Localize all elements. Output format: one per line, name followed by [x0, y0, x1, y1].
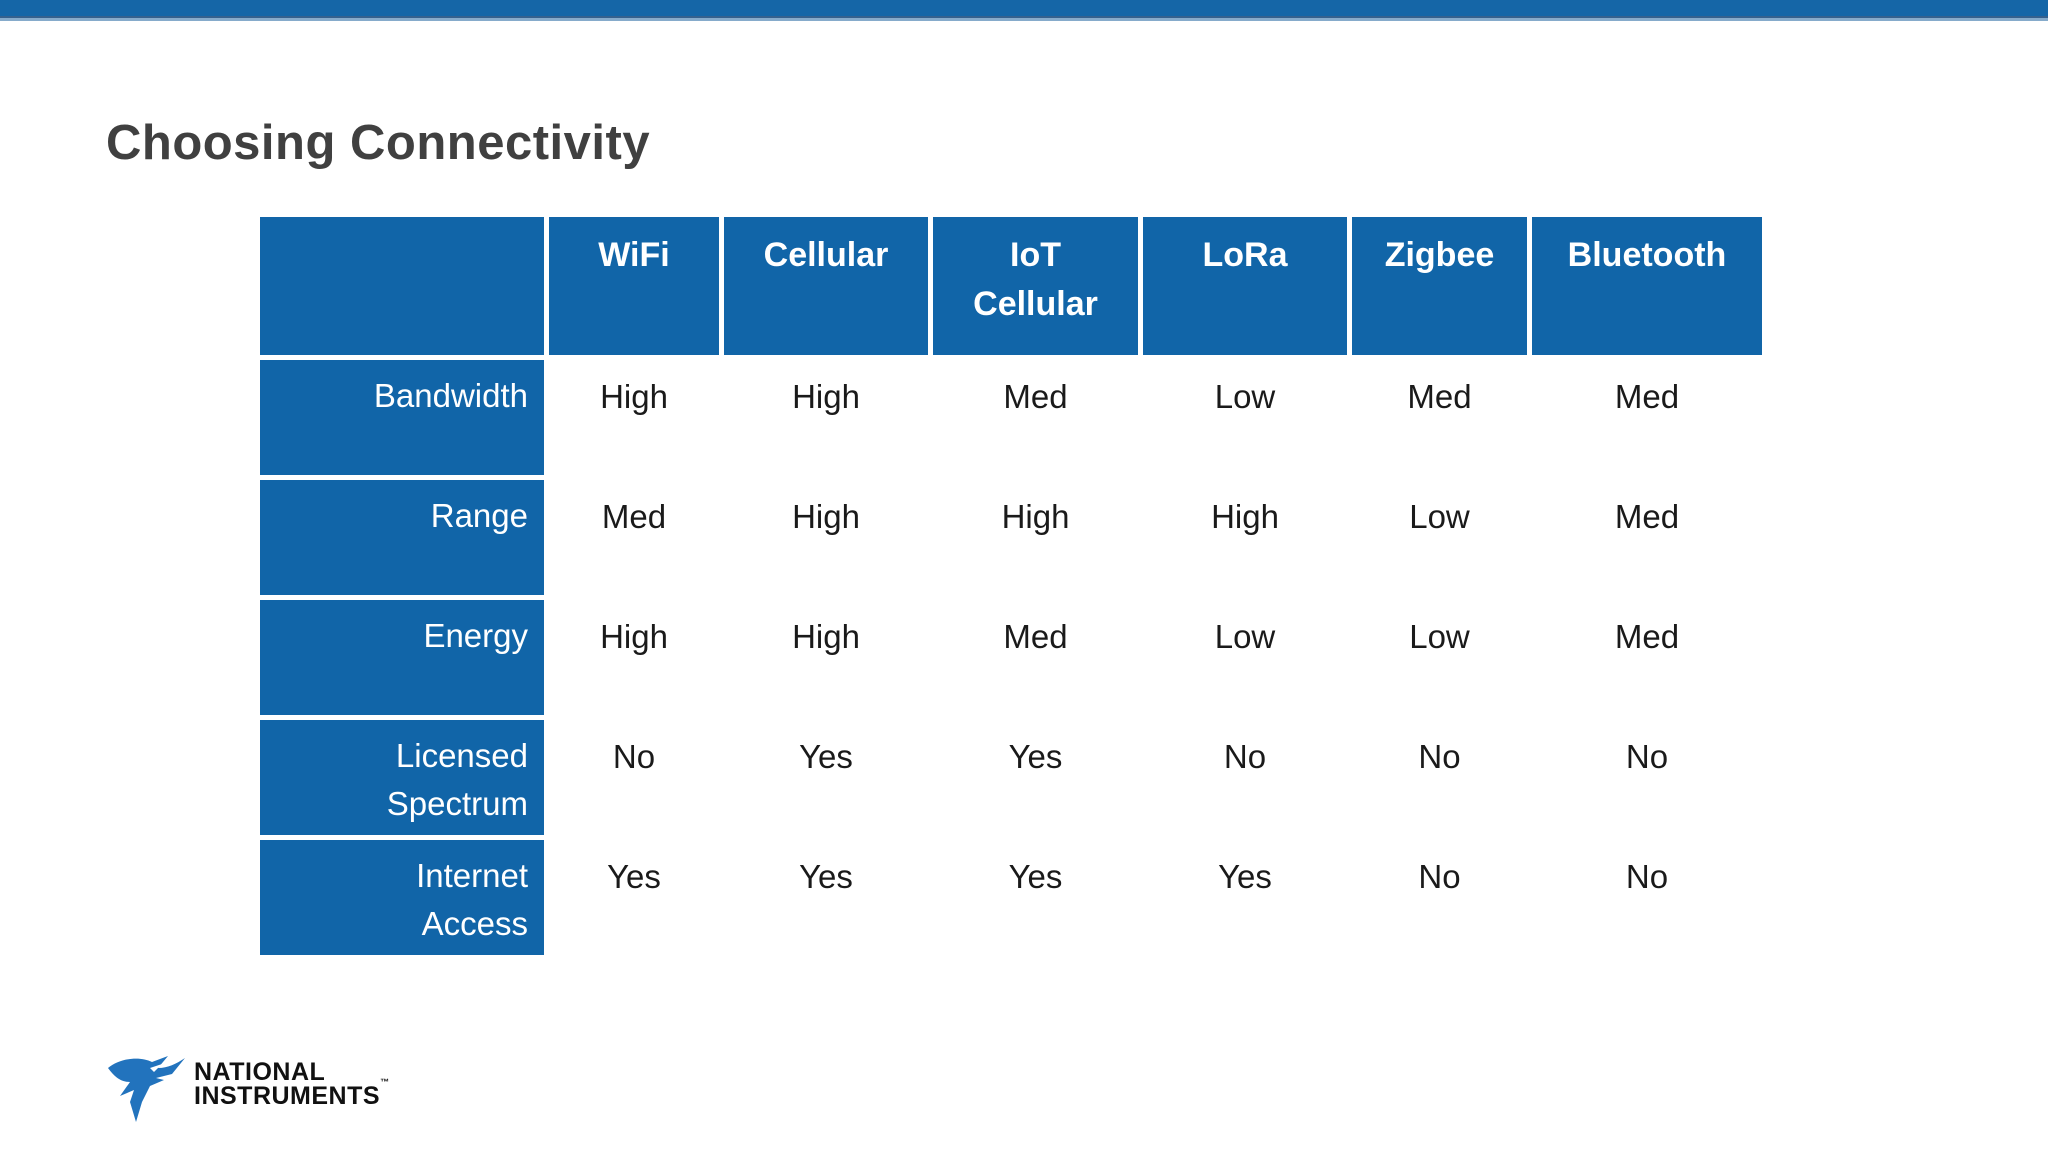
table-cell: No: [1223, 738, 1267, 775]
row-header: Bandwidth: [260, 360, 544, 475]
trademark-symbol: ™: [380, 1077, 390, 1087]
column-header: Cellular: [724, 217, 928, 355]
table-cell: Low: [1214, 378, 1276, 415]
row-header: Internet Access: [260, 840, 544, 955]
table-cell: Yes: [1008, 858, 1063, 895]
national-instruments-logo: NATIONAL INSTRUMENTS™: [106, 1056, 390, 1122]
row-header: Energy: [260, 600, 544, 715]
ni-eagle-icon: [108, 1056, 185, 1122]
table-cell: High: [600, 618, 668, 655]
ni-logo-line1: NATIONAL: [194, 1058, 326, 1086]
table-cell: High: [1001, 498, 1070, 535]
table-corner-cell: [260, 217, 544, 355]
table-cell: Yes: [1218, 858, 1272, 895]
table-cell: High: [792, 378, 860, 415]
table-cell: No: [612, 738, 656, 775]
column-header: Zigbee: [1352, 217, 1527, 355]
column-header: Bluetooth: [1532, 217, 1762, 355]
table-cell: High: [792, 498, 860, 535]
table-cell: Med: [1003, 378, 1068, 415]
table-cell: Low: [1409, 498, 1470, 535]
table-cell: Yes: [607, 858, 661, 895]
ni-logo-text: NATIONAL INSTRUMENTS™: [194, 1056, 390, 1110]
table-cell: High: [792, 618, 860, 655]
connectivity-comparison-table: WiFi Cellular IoT Cellular LoRa Zigbee Blueto…: [260, 217, 1762, 955]
table-cell: Low: [1214, 618, 1276, 655]
top-accent-bar: [0, 0, 2048, 18]
table-cell: No: [1625, 858, 1669, 895]
table-cell: Med: [601, 498, 667, 535]
column-header: IoT Cellular: [933, 217, 1138, 355]
table-cell: No: [1418, 738, 1461, 775]
table-cell: Yes: [799, 858, 853, 895]
row-header: Licensed Spectrum: [260, 720, 544, 835]
table-cell: Med: [1003, 618, 1068, 655]
table-cell: Yes: [1008, 738, 1063, 775]
table-cell: Med: [1407, 378, 1472, 415]
page-title: Choosing Connectivity: [106, 115, 651, 170]
table-cell: No: [1625, 738, 1669, 775]
table-cell: Yes: [799, 738, 853, 775]
row-header: Range: [260, 480, 544, 595]
table-cell: High: [1211, 498, 1279, 535]
column-header: WiFi: [549, 217, 719, 355]
table-cell: Med: [1614, 498, 1680, 535]
top-accent-bar-edge: [0, 18, 2048, 21]
table-cell: Med: [1614, 378, 1680, 415]
table-cell: High: [600, 378, 668, 415]
table-cell: Med: [1614, 618, 1680, 655]
table-cell: No: [1418, 858, 1461, 895]
column-header: LoRa: [1143, 217, 1347, 355]
table-cell: Low: [1409, 618, 1470, 655]
ni-logo-line2: INSTRUMENTS™: [194, 1077, 390, 1110]
